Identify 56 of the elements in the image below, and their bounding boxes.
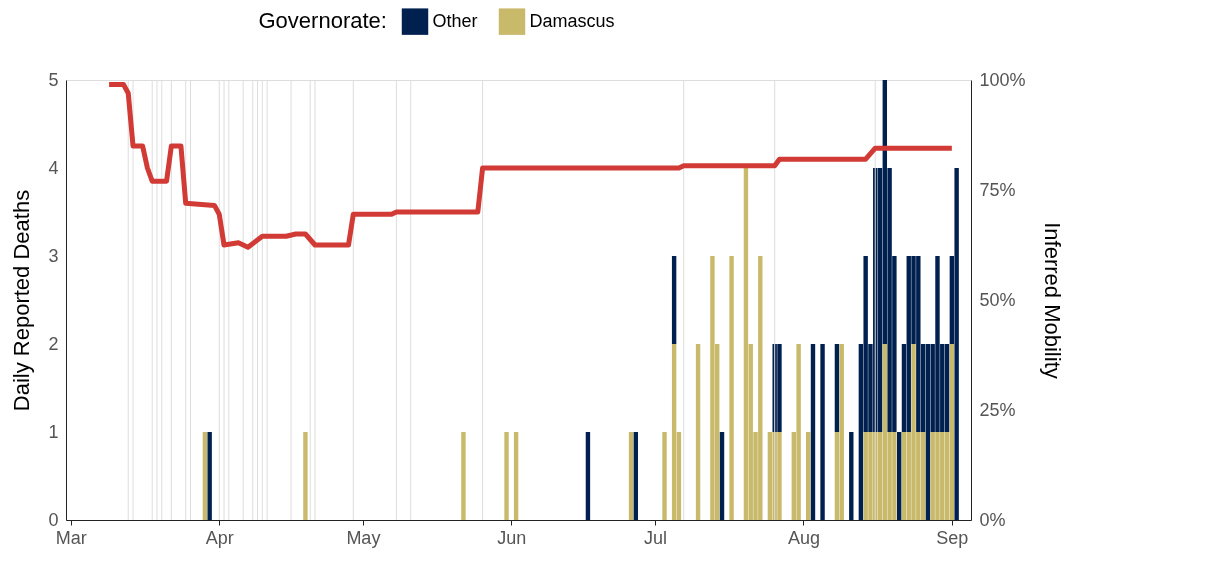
bar [695, 344, 701, 520]
y-tick-label: 0 [48, 509, 59, 530]
y2-tick-label: 100% [979, 69, 1026, 90]
bar [207, 432, 212, 520]
bar [882, 344, 888, 520]
legend-title: Governorate: [258, 8, 387, 33]
bar [513, 432, 519, 520]
bar [820, 344, 825, 520]
y2-tick-label: 0% [979, 509, 1006, 530]
bar [585, 432, 591, 520]
bar [920, 432, 926, 520]
bar [944, 344, 950, 432]
bar [671, 256, 677, 344]
bar [954, 168, 959, 520]
x-tick-label: Jul [643, 527, 667, 548]
bar [834, 344, 840, 432]
bar [662, 432, 667, 520]
bar [303, 432, 308, 520]
y-tick-label: 5 [48, 69, 59, 90]
y2-tick-label: 25% [979, 399, 1016, 420]
x-tick-label: Sep [936, 527, 969, 548]
bar [925, 344, 931, 520]
bar [461, 432, 466, 520]
bar [896, 432, 902, 520]
y-axis-title: Daily Reported Deaths [9, 189, 35, 412]
bar [849, 432, 854, 520]
bar [796, 344, 801, 520]
bar [628, 432, 634, 520]
y2-axis-title: Inferred Mobility [1039, 222, 1065, 379]
bar [202, 432, 208, 520]
bar [633, 432, 639, 520]
y-tick-label: 1 [48, 421, 59, 442]
bar [805, 432, 811, 520]
x-tick-label: Jun [497, 527, 527, 548]
bar [810, 344, 816, 520]
legend-label: Other [432, 10, 478, 31]
bar [901, 432, 907, 520]
y-tick-label: 4 [48, 157, 59, 178]
legend-label: Damascus [529, 10, 615, 31]
x-tick-label: Apr [205, 527, 234, 548]
bar [767, 432, 773, 520]
bar [729, 256, 734, 520]
x-tick-label: Aug [787, 527, 820, 548]
bar [504, 432, 509, 520]
bar [949, 344, 955, 520]
y-tick-label: 3 [48, 245, 59, 266]
y2-tick-label: 75% [979, 179, 1016, 200]
bar [839, 344, 844, 520]
bar [710, 256, 715, 520]
x-tick-label: May [346, 527, 381, 548]
bar [671, 344, 677, 520]
y-tick-label: 2 [48, 333, 59, 354]
bar [719, 432, 725, 520]
bar [743, 168, 749, 520]
y2-tick-label: 50% [979, 289, 1016, 310]
x-tick-label: Mar [55, 527, 87, 548]
